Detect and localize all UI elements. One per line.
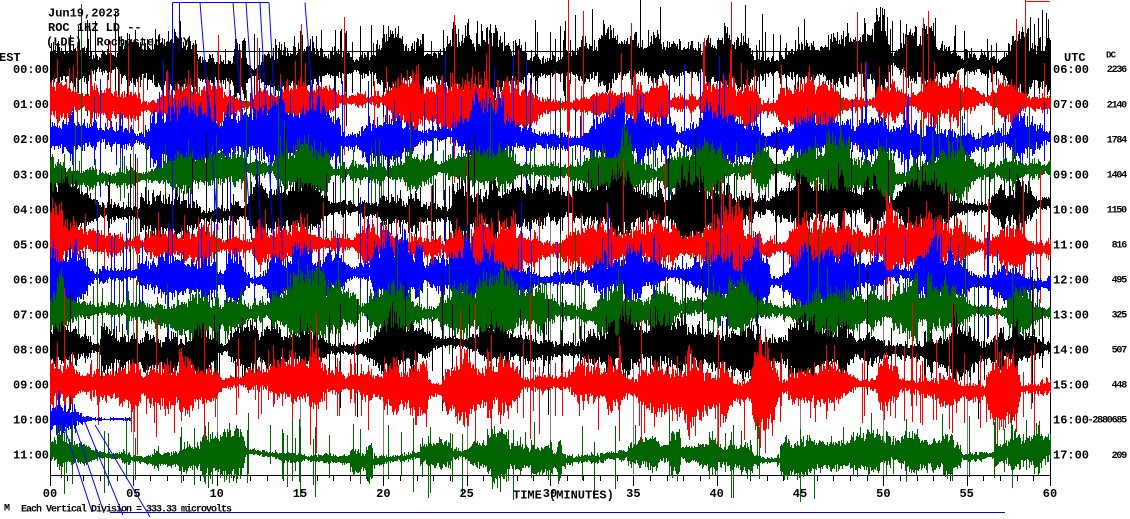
svg-text:1150: 1150 (1107, 205, 1127, 216)
svg-text:Each Vertical Division = 333.3: Each Vertical Division = 333.33 microvol… (21, 503, 232, 515)
svg-text:40: 40 (709, 487, 723, 501)
svg-text:11:00: 11:00 (1053, 238, 1089, 252)
svg-text:325: 325 (1112, 311, 1128, 322)
svg-text:15:00: 15:00 (1053, 379, 1089, 393)
svg-text:-2880685: -2880685 (1088, 416, 1128, 427)
svg-text:12:00: 12:00 (1053, 273, 1089, 287)
svg-text:ROC 1HZ LD --: ROC 1HZ LD -- (48, 21, 142, 35)
svg-text:07:00: 07:00 (13, 308, 49, 322)
svg-text:DC: DC (1106, 51, 1117, 61)
svg-text:507: 507 (1112, 346, 1128, 357)
svg-text:Jun19,2023: Jun19,2023 (48, 7, 120, 21)
svg-text:06:00: 06:00 (13, 273, 49, 287)
svg-text:14:00: 14:00 (1053, 344, 1089, 358)
svg-text:55: 55 (959, 487, 973, 501)
svg-text:10:00: 10:00 (1053, 203, 1089, 217)
svg-text:00:00: 00:00 (13, 63, 49, 77)
svg-text:30: 30 (543, 487, 557, 501)
svg-text:(LDE) Rochester, NY: (LDE) Rochester, NY (46, 36, 191, 50)
svg-text:25: 25 (459, 487, 473, 501)
svg-text:TIME (MINUTES): TIME (MINUTES) (513, 489, 614, 503)
svg-text:09:00: 09:00 (13, 379, 49, 393)
svg-text:45: 45 (793, 487, 807, 501)
svg-text:448: 448 (1112, 381, 1128, 392)
svg-text:17:00: 17:00 (1053, 449, 1089, 463)
svg-text:11:00: 11:00 (13, 449, 49, 463)
svg-text:03:00: 03:00 (13, 168, 49, 182)
svg-text:00: 00 (43, 487, 57, 501)
svg-text:UTC: UTC (1064, 51, 1086, 65)
svg-text:50: 50 (876, 487, 890, 501)
svg-text:05:00: 05:00 (13, 238, 49, 252)
svg-text:16:00: 16:00 (1053, 414, 1089, 428)
svg-text:07:00: 07:00 (1053, 98, 1089, 112)
svg-text:08:00: 08:00 (1053, 133, 1089, 147)
svg-text:2236: 2236 (1107, 65, 1127, 76)
svg-text:15: 15 (293, 487, 307, 501)
svg-text:04:00: 04:00 (13, 203, 49, 217)
svg-text:35: 35 (626, 487, 640, 501)
svg-text:EST: EST (0, 51, 21, 65)
svg-text:M: M (4, 504, 10, 515)
svg-text:02:00: 02:00 (13, 133, 49, 147)
svg-text:05: 05 (126, 487, 140, 501)
svg-text:816: 816 (1112, 240, 1128, 251)
svg-text:209: 209 (1112, 451, 1128, 462)
svg-text:495: 495 (1112, 276, 1128, 287)
svg-text:01:00: 01:00 (13, 98, 49, 112)
svg-text:60: 60 (1043, 487, 1057, 501)
svg-text:06:00: 06:00 (1053, 63, 1089, 77)
svg-text:2140: 2140 (1107, 100, 1127, 111)
svg-text:1404: 1404 (1107, 170, 1127, 181)
svg-text:13:00: 13:00 (1053, 308, 1089, 322)
svg-text:20: 20 (376, 487, 390, 501)
svg-text:10: 10 (209, 487, 223, 501)
svg-text:1784: 1784 (1107, 135, 1127, 146)
svg-text:10:00: 10:00 (13, 414, 49, 428)
svg-text:08:00: 08:00 (13, 344, 49, 358)
svg-text:09:00: 09:00 (1053, 168, 1089, 182)
